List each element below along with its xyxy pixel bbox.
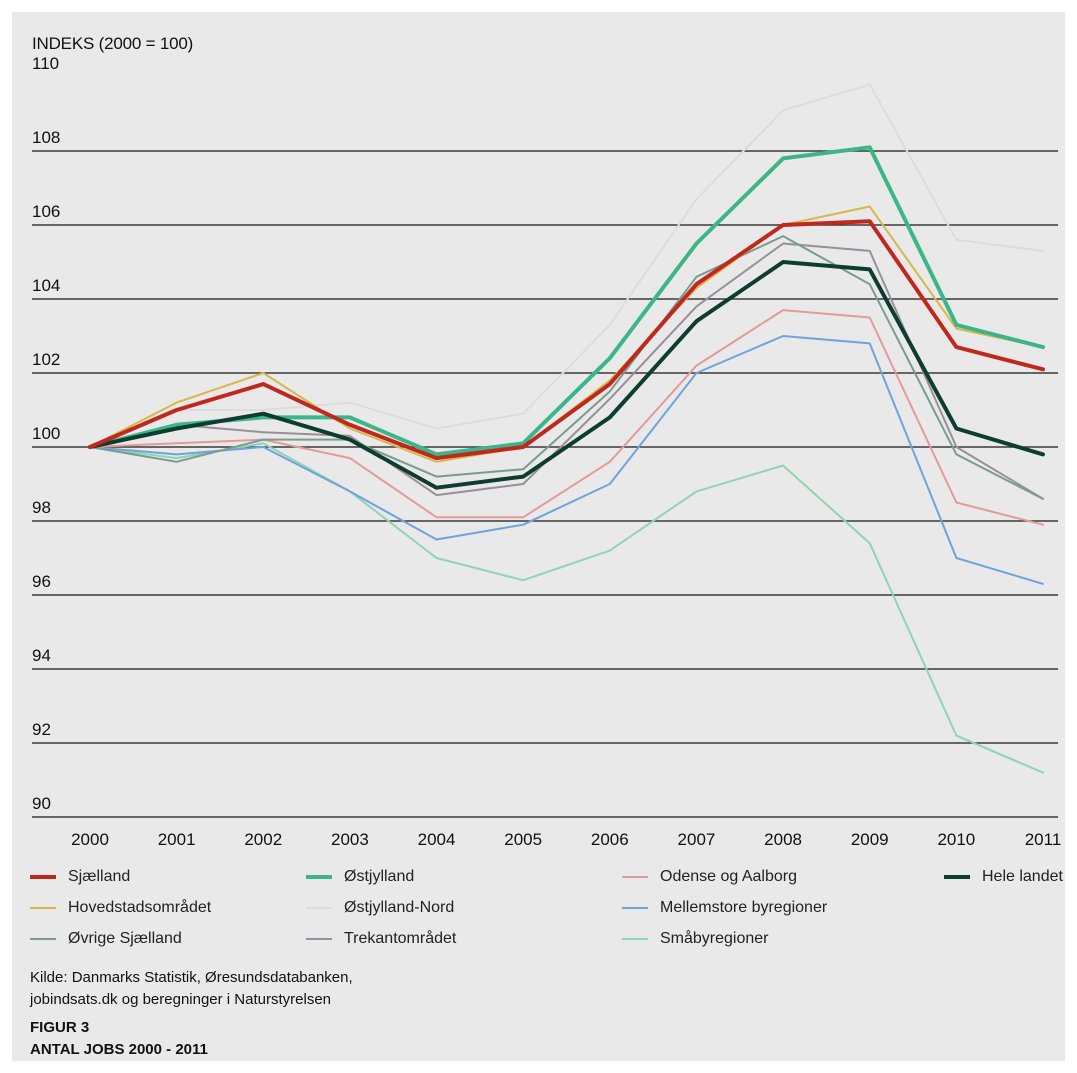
series-line-mellemstore-byregioner [89, 335, 1044, 585]
legend-label-østjylland-nord: Østjylland-Nord [344, 899, 455, 916]
legend-label-småbyregioner: Småbyregioner [660, 930, 769, 947]
y-tick-label-90: 90 [32, 794, 51, 813]
y-tick-label-98: 98 [32, 498, 51, 517]
series-line-småbyregioner [89, 442, 1044, 774]
source-line-2: jobindsats.dk og beregninger i Naturstyr… [30, 991, 332, 1008]
series-line-hele-landet [88, 260, 1045, 490]
y-tick-label-102: 102 [32, 350, 60, 369]
legend-item-østjylland: Østjylland [306, 862, 414, 892]
legend-item-odense-og-aalborg: Odense og Aalborg [622, 862, 797, 892]
legend-item-øvrige-sjælland: Øvrige Sjælland [30, 924, 182, 954]
legend-swatch-østjylland-nord [306, 907, 332, 909]
legend-label-odense-og-aalborg: Odense og Aalborg [660, 868, 797, 885]
legend-swatch-øvrige-sjælland [30, 938, 56, 940]
legend-swatch-småbyregioner [622, 938, 648, 940]
x-tick-label-2007: 2007 [678, 830, 716, 849]
x-tick-label-2010: 2010 [937, 830, 975, 849]
legend-swatch-østjylland [306, 875, 332, 879]
legend-item-trekantområdet: Trekantområdet [306, 924, 456, 954]
series-line-østjylland [88, 145, 1045, 457]
legend-label-mellemstore-byregioner: Mellemstore byregioner [660, 899, 828, 916]
legend-swatch-mellemstore-byregioner [622, 907, 648, 909]
series-line-hovedstadsområdet [89, 205, 1044, 463]
x-tick-label-2006: 2006 [591, 830, 629, 849]
x-tick-label-2004: 2004 [418, 830, 456, 849]
legend-item-mellemstore-byregioner: Mellemstore byregioner [622, 893, 827, 923]
legend-label-hovedstadsområdet: Hovedstadsområdet [68, 899, 212, 916]
y-tick-label-100: 100 [32, 424, 60, 443]
series-line-trekantområdet [89, 242, 1044, 500]
series-line-østjylland-nord [89, 83, 1044, 448]
source-note: Kilde: Danmarks Statistik, Øresundsdatab… [30, 967, 353, 1011]
y-axis-title: INDEKS (2000 = 100) [32, 34, 194, 53]
legend-swatch-hele-landet [944, 875, 970, 879]
legend-item-østjylland-nord: Østjylland-Nord [306, 893, 454, 923]
figure-number: FIGUR 3 [30, 1019, 90, 1036]
y-tick-label-92: 92 [32, 720, 51, 739]
legend-item-hovedstadsområdet: Hovedstadsområdet [30, 893, 211, 923]
x-tick-label-2003: 2003 [331, 830, 369, 849]
source-line-1: Kilde: Danmarks Statistik, Øresundsdatab… [30, 969, 353, 986]
x-tick-label-2005: 2005 [504, 830, 542, 849]
legend-swatch-trekantområdet [306, 938, 332, 940]
y-tick-label-110: 110 [32, 54, 59, 73]
legend-swatch-hovedstadsområdet [30, 907, 56, 909]
x-tick-label-2008: 2008 [764, 830, 802, 849]
y-tick-label-94: 94 [32, 646, 51, 665]
x-tick-label-2001: 2001 [158, 830, 196, 849]
y-tick-label-96: 96 [32, 572, 51, 591]
line-chart: 90 92 94 96 98 100 102 104 106 108 110 2000 2001 2002… [32, 54, 1062, 849]
legend-label-trekantområdet: Trekantområdet [344, 930, 457, 947]
legend-swatch-sjælland [30, 875, 56, 879]
y-tick-label-106: 106 [32, 202, 60, 221]
x-tick-label-2011: 2011 [1025, 830, 1062, 849]
series-line-øvrige-sjælland [89, 235, 1044, 500]
legend-swatch-odense-og-aalborg [622, 876, 648, 878]
legend-label-østjylland: Østjylland [344, 868, 415, 885]
x-tick-label-2002: 2002 [244, 830, 282, 849]
y-tick-label-104: 104 [32, 276, 60, 295]
x-tick-label-2000: 2000 [71, 830, 109, 849]
series-line-sjælland [88, 219, 1045, 461]
legend-label-sjælland: Sjælland [68, 868, 131, 885]
chart-legend: Sjælland Østjylland Odense og Aalborg Hele … [30, 862, 1070, 958]
series-line-odense-og-aalborg [89, 309, 1044, 526]
y-tick-label-108: 108 [32, 128, 60, 147]
legend-label-øvrige-sjælland: Øvrige Sjælland [68, 930, 182, 947]
legend-label-hele-landet: Hele landet [982, 868, 1063, 885]
legend-item-hele-landet: Hele landet [944, 862, 1063, 892]
legend-item-sjælland: Sjælland [30, 862, 130, 892]
legend-item-småbyregioner: Småbyregioner [622, 924, 769, 954]
x-tick-label-2009: 2009 [851, 830, 889, 849]
figure-title: ANTAL JOBS 2000 - 2011 [30, 1041, 208, 1058]
